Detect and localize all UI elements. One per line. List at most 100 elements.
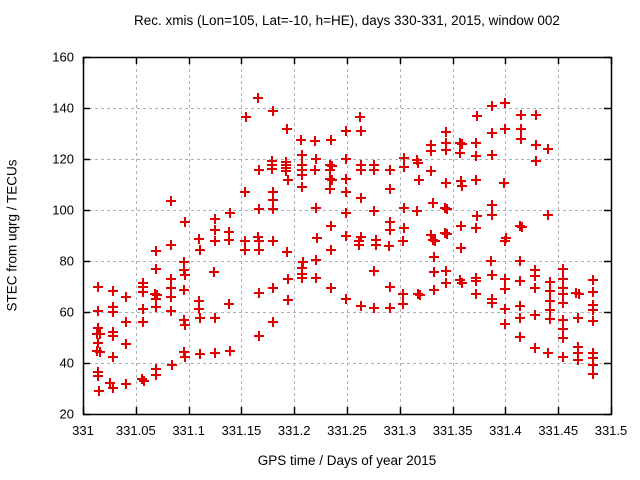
data-point-marker: [312, 233, 322, 243]
data-point-marker: [471, 276, 481, 286]
data-point-marker: [456, 243, 466, 253]
data-point-marker: [472, 211, 482, 221]
data-point-marker: [412, 206, 422, 216]
data-point-marker: [558, 274, 568, 284]
data-point-marker: [325, 184, 335, 194]
data-point-marker: [282, 247, 292, 257]
data-point-marker: [457, 139, 467, 149]
data-point-marker: [283, 274, 293, 284]
data-point-marker: [108, 383, 118, 393]
chart-title: Rec. xmis (Lon=105, Lat=-10, h=HE), days…: [134, 13, 560, 28]
data-point-marker: [531, 110, 541, 120]
data-point-marker: [267, 164, 277, 174]
data-point-marker: [356, 301, 366, 311]
data-point-marker: [456, 221, 466, 231]
data-point-marker: [268, 204, 278, 214]
data-point-marker: [385, 184, 395, 194]
data-point-marker: [545, 305, 555, 315]
data-point-marker: [108, 352, 118, 362]
data-point-marker: [326, 221, 336, 231]
data-point-marker: [430, 236, 440, 246]
data-point-marker: [95, 347, 105, 357]
data-point-marker: [471, 175, 481, 185]
data-point-marker: [254, 288, 264, 298]
data-point-marker: [166, 292, 176, 302]
data-point-marker: [108, 286, 118, 296]
x-tick-label: 331.35: [433, 423, 473, 438]
data-point-marker: [441, 145, 451, 155]
data-point-marker: [179, 285, 189, 295]
data-point-marker: [180, 217, 190, 227]
data-point-marker: [486, 256, 496, 266]
data-point-marker: [558, 315, 568, 325]
data-point-marker: [311, 255, 321, 265]
data-point-marker: [545, 296, 555, 306]
data-point-marker: [166, 240, 176, 250]
data-point-marker: [530, 283, 540, 293]
data-point-marker: [166, 274, 176, 284]
data-point-marker: [472, 111, 482, 121]
data-point-marker: [121, 292, 131, 302]
data-point-marker: [398, 299, 408, 309]
data-point-marker: [95, 329, 105, 339]
data-point-marker: [209, 267, 219, 277]
y-tick-label: 160: [52, 50, 74, 65]
data-point-marker: [138, 304, 148, 314]
x-tick-label: 331.45: [538, 423, 578, 438]
data-point-marker: [167, 360, 177, 370]
data-point-marker: [588, 305, 598, 315]
data-point-marker: [296, 135, 306, 145]
y-tick-label: 100: [52, 203, 74, 218]
data-point-marker: [588, 360, 598, 370]
data-point-marker: [325, 165, 335, 175]
data-point-marker: [94, 386, 104, 396]
data-point-marker: [487, 210, 497, 220]
data-point-marker: [369, 206, 379, 216]
data-point-marker: [369, 266, 379, 276]
data-point-marker: [281, 166, 291, 176]
data-point-marker: [297, 182, 307, 192]
data-point-marker: [341, 187, 351, 197]
data-point-marker: [530, 343, 540, 353]
data-point-marker: [487, 101, 497, 111]
data-point-marker: [558, 352, 568, 362]
data-point-marker: [327, 175, 337, 185]
data-point-marker: [253, 93, 263, 103]
data-point-marker: [471, 289, 481, 299]
data-point-marker: [415, 290, 425, 300]
data-point-marker: [151, 264, 161, 274]
data-point-marker: [588, 287, 598, 297]
data-point-marker: [180, 352, 190, 362]
x-tick-label: 331.15: [222, 423, 262, 438]
data-point-marker: [545, 314, 555, 324]
data-point-marker: [254, 236, 264, 246]
data-point-marker: [310, 165, 320, 175]
data-point-marker: [326, 135, 336, 145]
data-point-marker: [414, 175, 424, 185]
data-point-marker: [210, 348, 220, 358]
data-point-marker: [241, 112, 251, 122]
data-point-marker: [500, 236, 510, 246]
data-point-marker: [457, 278, 467, 288]
data-point-marker: [384, 241, 394, 251]
data-point-marker: [457, 181, 467, 191]
data-point-marker: [543, 348, 553, 358]
data-point-marker: [240, 245, 250, 255]
data-point-marker: [297, 150, 307, 160]
data-point-marker: [326, 283, 336, 293]
data-point-marker: [195, 349, 205, 359]
data-point-marker: [530, 271, 540, 281]
data-point-marker: [138, 317, 148, 327]
data-point-marker: [543, 144, 553, 154]
data-point-marker: [297, 273, 307, 283]
data-point-marker: [441, 127, 451, 137]
data-point-marker: [500, 124, 510, 134]
data-point-marker: [385, 225, 395, 235]
data-point-marker: [545, 277, 555, 287]
data-point-marker: [487, 200, 497, 210]
data-point-marker: [558, 289, 568, 299]
data-point-marker: [166, 283, 176, 293]
data-point-marker: [455, 148, 465, 158]
data-point-marker: [195, 313, 205, 323]
data-point-marker: [210, 313, 220, 323]
